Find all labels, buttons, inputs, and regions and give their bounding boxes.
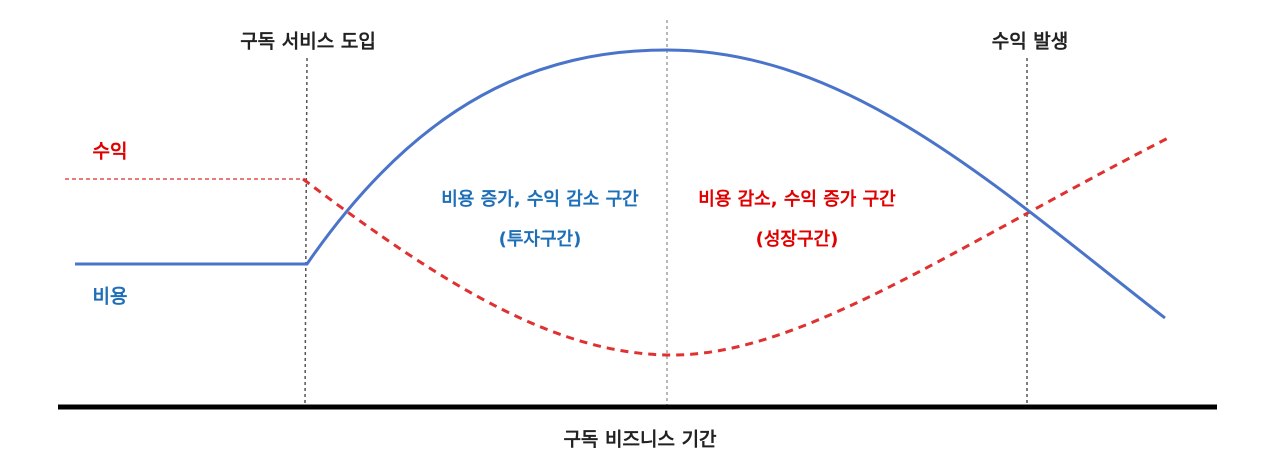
zone-title: 비용 증가, 수익 감소 구간 (441, 189, 639, 210)
zone-label: (투자구간) (499, 229, 582, 250)
marker-label: 수익 발생 (992, 31, 1069, 53)
cost-curve (75, 48, 1166, 320)
legend-label: 비용 (93, 286, 128, 308)
zone-title: 비용 감소, 수익 증가 구간 (698, 189, 896, 210)
guide-line (304, 57, 308, 406)
marker-label: 구독 서비스 도입 (240, 31, 376, 53)
legend-label: 수익 (93, 141, 128, 163)
axis-label: 구독 비즈니스 기간 (563, 429, 717, 451)
zone-label: (성장구간) (756, 229, 839, 250)
revenue-curve (302, 135, 1171, 357)
